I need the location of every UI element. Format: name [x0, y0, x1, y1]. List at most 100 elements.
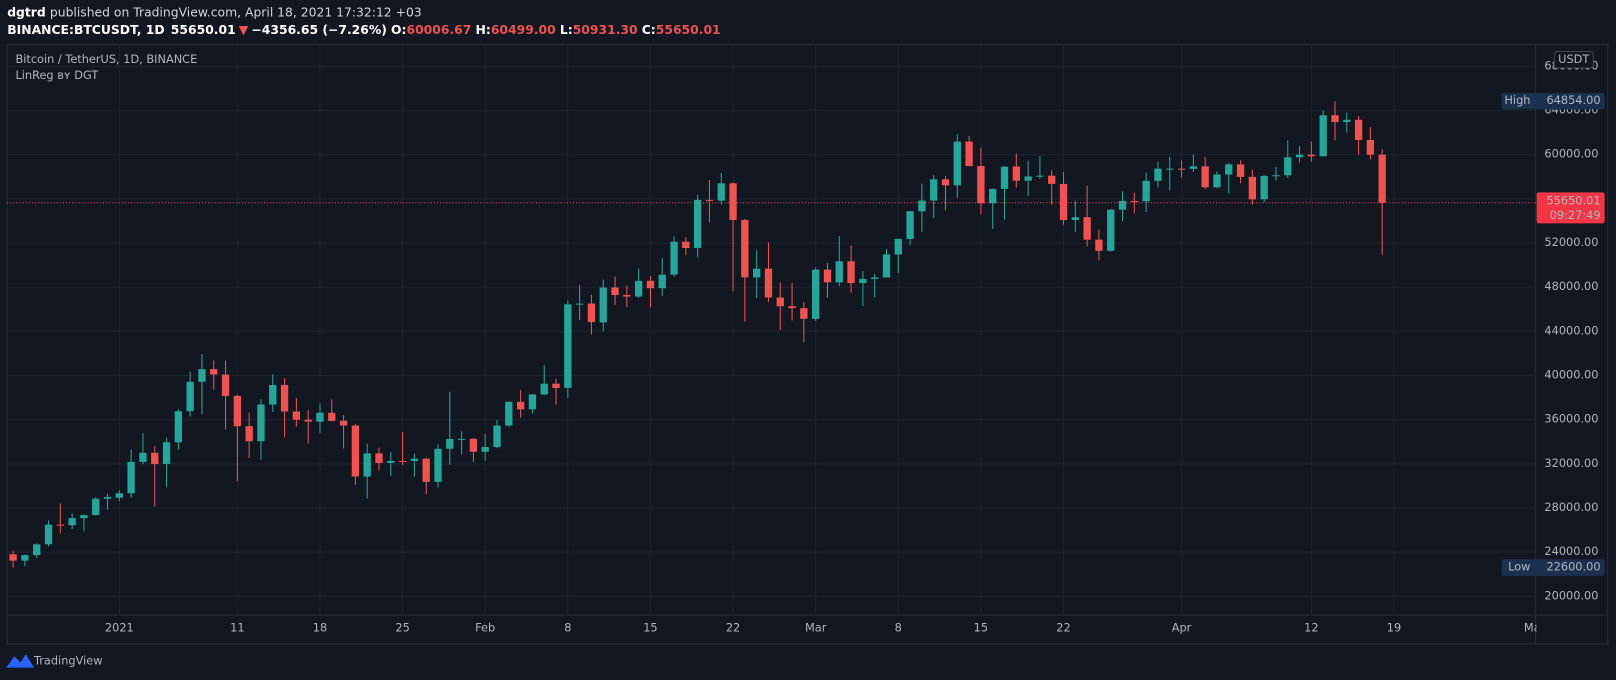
candle-body: [717, 183, 725, 201]
candle-body: [1284, 157, 1292, 176]
candle-body: [835, 261, 843, 283]
y-tick-label: 32000.00: [1544, 456, 1598, 470]
candle-body: [859, 278, 867, 284]
candle-body: [705, 199, 714, 201]
arrow: ▼: [239, 22, 249, 36]
candle-body: [564, 304, 572, 388]
y-tick-label: 20000.00: [1544, 588, 1598, 602]
candle-body: [1295, 154, 1304, 158]
y-tick-label: 48000.00: [1544, 279, 1598, 293]
candle-body: [103, 496, 112, 499]
candle-body: [1154, 168, 1162, 181]
candle-body: [398, 460, 407, 463]
candle-body: [812, 269, 820, 319]
x-tick-label: 15: [974, 620, 988, 634]
candle-body: [611, 287, 619, 296]
published: published on TradingView.com, April 18, …: [50, 5, 422, 19]
candle-body: [1000, 166, 1009, 189]
candle-body: [1272, 175, 1280, 177]
candle-body: [847, 261, 855, 284]
candle-body: [823, 269, 832, 283]
candle-body: [469, 438, 478, 452]
last-price: 55650.01: [1546, 194, 1600, 208]
candle-body: [1354, 119, 1363, 140]
currency: USDT: [1558, 52, 1589, 66]
candle-body: [21, 555, 29, 561]
candle-body: [1024, 176, 1032, 181]
candle-body: [871, 277, 879, 279]
frame: [6, 43, 1609, 645]
candle-body: [575, 303, 584, 305]
candle-body: [174, 411, 183, 443]
candle-body: [1319, 115, 1327, 157]
countdown: 09:27:49: [1550, 208, 1601, 222]
x-tick-label: 22: [1056, 620, 1070, 634]
candle-body: [941, 179, 950, 186]
candle-body: [139, 452, 147, 462]
candle-body: [269, 384, 277, 405]
candle-body: [410, 458, 419, 462]
candle-body: [634, 280, 643, 297]
candle-body: [1189, 166, 1198, 169]
x-tick-label: 22: [726, 620, 740, 634]
candle-body: [33, 544, 41, 556]
x-tick-label: 25: [395, 620, 409, 634]
indicator: LinReg ʙʏ DGT: [15, 68, 98, 82]
high-value: 64854.00: [1546, 93, 1600, 107]
x-tick-label: May: [1524, 620, 1548, 634]
candle-body: [930, 179, 938, 201]
x-tick-label: 8: [564, 620, 571, 634]
candle-body: [906, 211, 914, 239]
candle-body: [9, 554, 17, 561]
candle-body: [599, 287, 607, 323]
candle-body: [741, 219, 749, 278]
high-text: High: [1504, 93, 1530, 107]
candle-body: [989, 188, 997, 204]
candle-body: [1083, 217, 1091, 240]
x-tick-label: 15: [643, 620, 657, 634]
candle-body: [1177, 168, 1186, 170]
y-tick-label: 24000.00: [1544, 544, 1598, 558]
candle-body: [552, 383, 560, 388]
low-value: 22600.00: [1546, 560, 1600, 574]
candle-body: [658, 274, 666, 289]
last-price-badge: [1536, 192, 1605, 224]
candle-body: [953, 141, 961, 186]
candle-body: [540, 383, 548, 395]
last: 55650.01: [171, 22, 236, 36]
candle-body: [80, 515, 88, 519]
x-tick-label: 18: [313, 620, 327, 634]
y-tick-label: 40000.00: [1544, 368, 1598, 382]
c-label: C:: [642, 22, 656, 36]
x-tick-label: 8: [895, 620, 902, 634]
candle-body: [304, 419, 312, 422]
candle-body: [753, 268, 761, 278]
grid: [7, 44, 1536, 616]
currency-badge: [1553, 51, 1594, 69]
candle-body: [1036, 175, 1044, 177]
symbol-line: BINANCE:BTCUSDT, 1D 55650.01 ▼ −4356.65 (−7…: [7, 22, 720, 36]
candle-body: [1343, 119, 1351, 123]
candle-body: [788, 306, 796, 309]
h: 60499.00: [491, 22, 556, 36]
candle-body: [292, 411, 301, 420]
candle-body: [316, 412, 324, 422]
candle-body: [646, 280, 655, 289]
y-tick-label: 60000.00: [1544, 147, 1598, 161]
o: 60006.67: [406, 22, 471, 36]
candle-body: [1107, 209, 1115, 251]
candle-body: [351, 425, 360, 477]
candle-body: [245, 426, 253, 442]
candle-body: [1118, 200, 1127, 210]
candle-body: [186, 381, 194, 412]
candle-body: [1307, 154, 1316, 157]
candle-body: [1248, 176, 1257, 200]
candle-body: [339, 420, 348, 426]
symbol: BINANCE:BTCUSDT, 1D: [7, 22, 164, 36]
candle-body: [682, 241, 690, 248]
high-badge: [1501, 92, 1605, 110]
y-tick-label: 28000.00: [1544, 500, 1598, 514]
candle-body: [516, 401, 525, 410]
candle-body: [375, 453, 383, 463]
